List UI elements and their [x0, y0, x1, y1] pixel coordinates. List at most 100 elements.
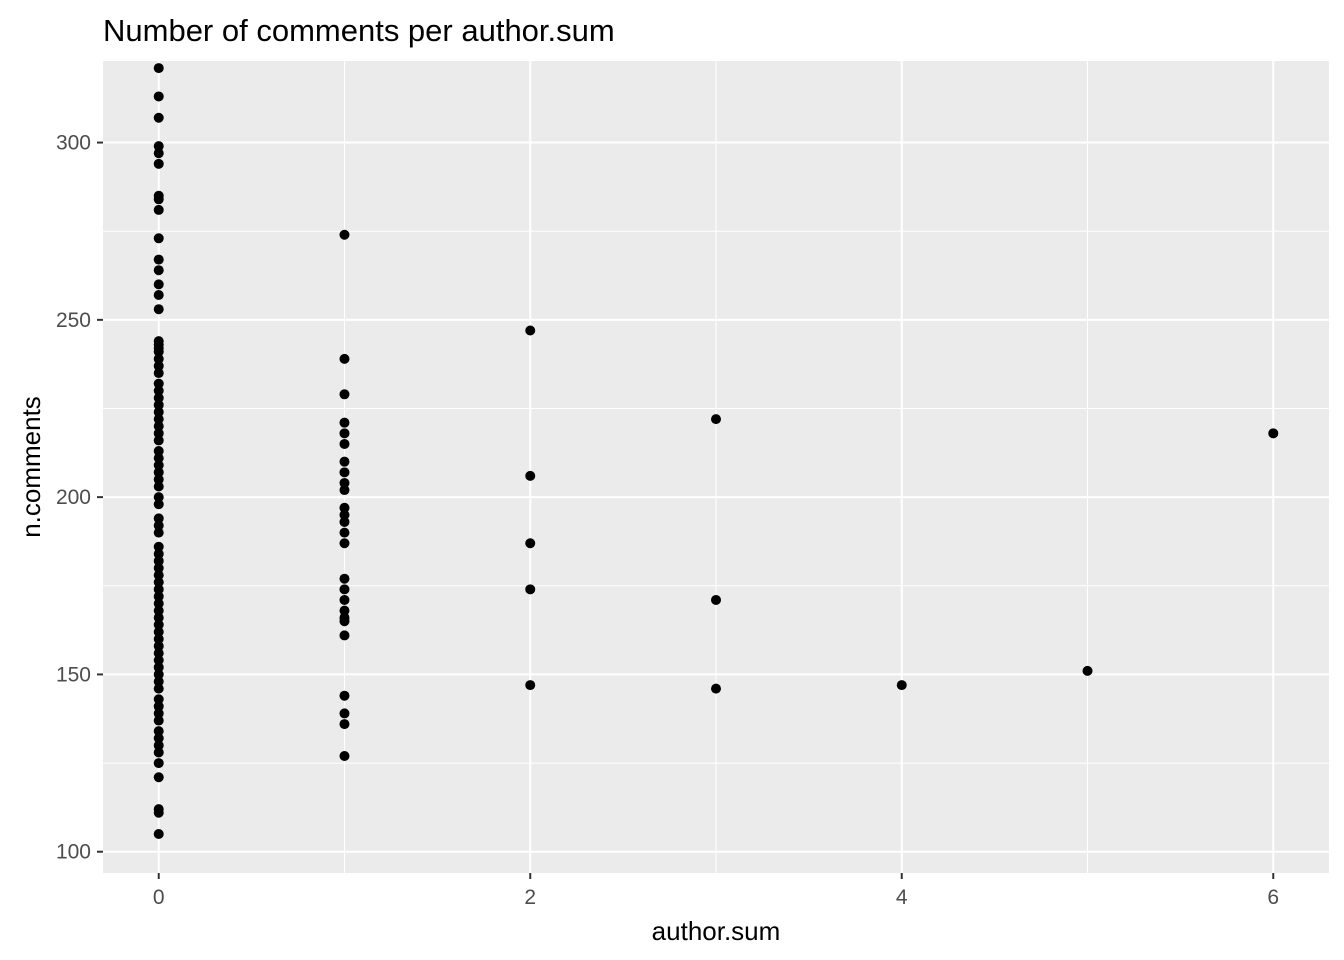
- data-point: [153, 701, 164, 712]
- data-point: [339, 502, 350, 513]
- data-point: [339, 428, 350, 439]
- data-point: [153, 648, 164, 659]
- data-point: [153, 378, 164, 389]
- data-point: [153, 548, 164, 559]
- data-point: [339, 594, 350, 605]
- data-point: [153, 194, 164, 205]
- data-point: [339, 630, 350, 641]
- data-point: [153, 233, 164, 244]
- data-point: [525, 680, 536, 691]
- data-point: [339, 573, 350, 584]
- data-point: [153, 541, 164, 552]
- data-point: [525, 538, 536, 549]
- x-axis-title: author.sum: [652, 916, 781, 946]
- data-point: [711, 594, 721, 605]
- data-point: [153, 641, 164, 652]
- data-point: [153, 555, 164, 566]
- data-point: [339, 485, 350, 496]
- data-point: [339, 389, 350, 400]
- y-tick-label: 100: [56, 841, 91, 864]
- x-tick-label: 4: [896, 886, 908, 909]
- data-point: [153, 669, 164, 680]
- data-point: [339, 477, 350, 488]
- x-tick-label: 2: [524, 886, 536, 909]
- data-point: [153, 655, 164, 666]
- data-point: [153, 577, 164, 588]
- data-point: [339, 516, 350, 527]
- data-point: [153, 407, 164, 418]
- data-point: [153, 435, 164, 446]
- data-point: [153, 399, 164, 410]
- y-axis-title: n.comments: [16, 396, 46, 538]
- data-point: [153, 758, 164, 769]
- data-point: [153, 290, 164, 301]
- data-point: [153, 676, 164, 687]
- data-point: [153, 772, 164, 783]
- data-point: [153, 368, 164, 379]
- y-tick-label: 150: [56, 663, 91, 686]
- data-point: [153, 474, 164, 485]
- data-point: [153, 598, 164, 609]
- data-point: [153, 460, 164, 471]
- data-points: [153, 63, 1279, 839]
- grid-minor: [103, 61, 1329, 873]
- data-point: [153, 708, 164, 719]
- data-point: [525, 325, 536, 336]
- data-point: [153, 807, 164, 818]
- data-point: [153, 520, 164, 531]
- data-point: [153, 467, 164, 478]
- data-point: [153, 740, 164, 751]
- data-point: [153, 265, 164, 276]
- x-tick-label: 6: [1267, 886, 1279, 909]
- y-axis-ticks: 100 150 200 250 300: [56, 132, 103, 864]
- data-point: [153, 428, 164, 439]
- data-point: [153, 446, 164, 457]
- data-point: [339, 690, 350, 701]
- data-point: [1082, 665, 1093, 676]
- data-point: [153, 527, 164, 538]
- data-point: [153, 584, 164, 595]
- data-point: [711, 414, 721, 425]
- data-point: [339, 708, 350, 719]
- data-point: [339, 527, 350, 538]
- data-point: [153, 360, 164, 371]
- data-point: [339, 584, 350, 595]
- data-point: [153, 513, 164, 524]
- data-point: [153, 204, 164, 215]
- data-point: [153, 747, 164, 758]
- data-point: [153, 694, 164, 705]
- data-point: [153, 353, 164, 364]
- data-point: [153, 605, 164, 616]
- data-point: [339, 719, 350, 730]
- data-point: [153, 385, 164, 396]
- data-point: [339, 538, 350, 549]
- data-point: [153, 304, 164, 315]
- data-point: [153, 828, 164, 839]
- data-point: [153, 63, 164, 74]
- data-point: [153, 683, 164, 694]
- data-point: [153, 453, 164, 464]
- data-point: [339, 456, 350, 467]
- chart-title: Number of comments per author.sum: [103, 13, 615, 48]
- data-point: [153, 91, 164, 102]
- data-point: [153, 733, 164, 744]
- data-point: [153, 414, 164, 425]
- data-point: [153, 619, 164, 630]
- data-point: [1268, 428, 1279, 439]
- data-point: [896, 680, 907, 691]
- data-point: [339, 438, 350, 449]
- data-point: [153, 563, 164, 574]
- data-point: [339, 229, 350, 240]
- data-point: [153, 492, 164, 503]
- data-point: [153, 612, 164, 623]
- data-point: [153, 715, 164, 726]
- data-point: [339, 353, 350, 364]
- data-point: [153, 626, 164, 637]
- x-axis-ticks: 0 2 4 6: [153, 873, 1279, 909]
- data-point: [153, 481, 164, 492]
- data-point: [153, 158, 164, 169]
- data-point: [153, 726, 164, 737]
- data-point: [153, 633, 164, 644]
- data-point: [153, 148, 164, 159]
